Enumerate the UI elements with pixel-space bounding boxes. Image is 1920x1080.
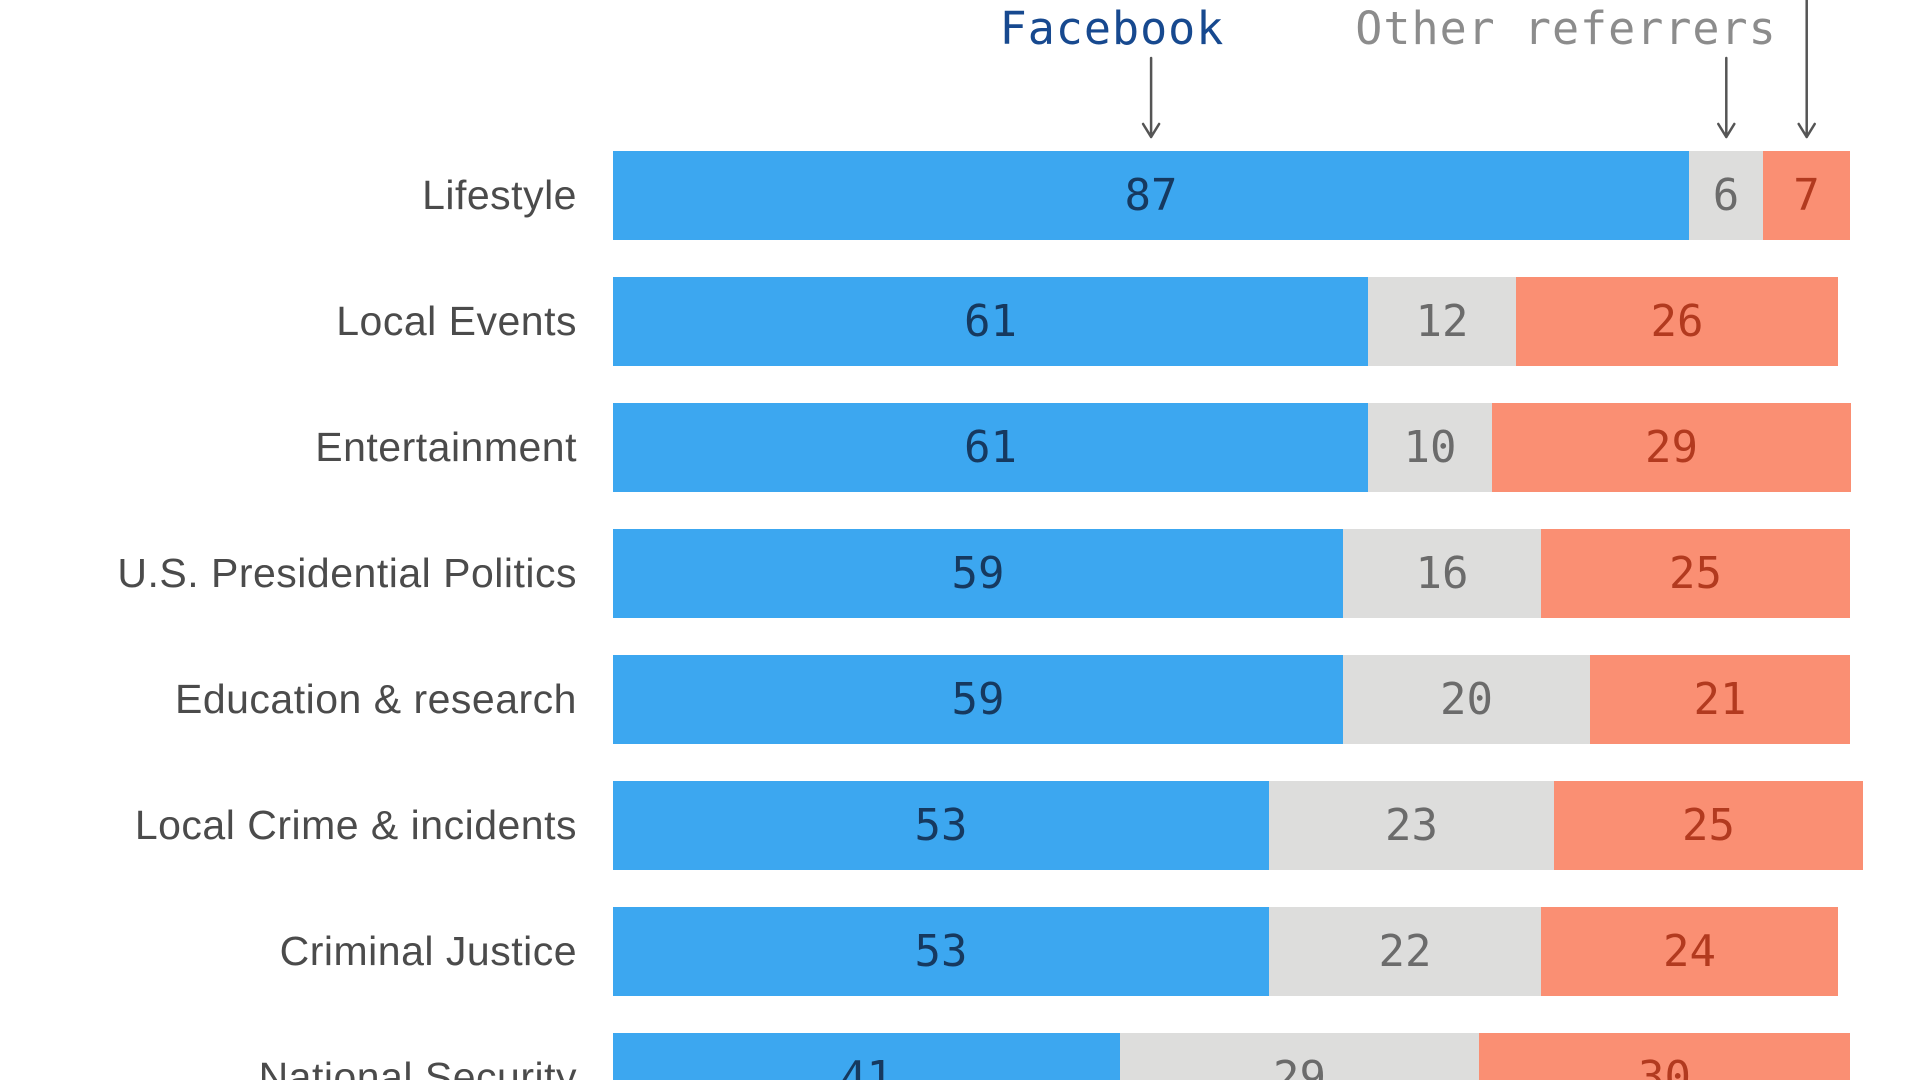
salmon-value: 24 (1663, 926, 1716, 977)
facebook-segment: 61 (613, 277, 1368, 366)
facebook-value: 87 (1124, 170, 1178, 221)
bar-row: National Security 41 29 30 (0, 1033, 1920, 1080)
facebook-segment: 53 (613, 907, 1269, 996)
bar-track: 61 10 29 (613, 403, 1851, 492)
gray-segment: 6 (1689, 151, 1763, 240)
bar-row: Local Crime & incidents 53 23 25 (0, 781, 1920, 870)
gray-segment: 12 (1368, 277, 1516, 366)
category-label: U.S. Presidential Politics (117, 550, 577, 596)
salmon-segment-arrow (1797, 0, 1816, 139)
bar-track: 59 16 25 (613, 529, 1850, 618)
facebook-arrow (1141, 56, 1161, 139)
gray-segment: 10 (1368, 403, 1492, 492)
gray-value: 22 (1378, 926, 1432, 977)
salmon-value: 26 (1650, 296, 1704, 347)
category-label: Education & research (174, 676, 577, 722)
salmon-segment: 21 (1590, 655, 1850, 744)
category-label: Lifestyle (422, 172, 577, 218)
salmon-value: 29 (1645, 422, 1698, 473)
gray-segment: 16 (1343, 529, 1541, 618)
bar-row: U.S. Presidential Politics 59 16 25 (0, 529, 1920, 618)
salmon-value: 25 (1669, 548, 1722, 599)
gray-segment: 20 (1343, 655, 1590, 744)
facebook-value: 53 (914, 800, 968, 851)
bar-row: Criminal Justice 53 22 24 (0, 907, 1920, 996)
facebook-segment: 61 (613, 403, 1368, 492)
gray-segment: 23 (1269, 781, 1554, 870)
bar-track: 41 29 30 (613, 1033, 1850, 1080)
facebook-segment: 41 (613, 1033, 1120, 1080)
gray-segment-arrow (1717, 56, 1736, 139)
bar-row: Local Events 61 12 26 (0, 277, 1920, 366)
category-label: National Security (258, 1054, 577, 1080)
facebook-segment: 53 (613, 781, 1269, 870)
category-label: Criminal Justice (279, 928, 577, 974)
gray-value: 12 (1415, 296, 1469, 347)
facebook-value: 59 (951, 548, 1005, 599)
salmon-value: 25 (1682, 800, 1735, 851)
facebook-segment: 87 (613, 151, 1689, 240)
bar-track: 61 12 26 (613, 277, 1838, 366)
salmon-segment: 24 (1541, 907, 1838, 996)
gray-segment: 22 (1269, 907, 1541, 996)
salmon-segment: 25 (1541, 529, 1850, 618)
facebook-segment: 59 (613, 529, 1343, 618)
salmon-segment: 7 (1763, 151, 1850, 240)
facebook-segment: 59 (613, 655, 1343, 744)
bar-row: Lifestyle 87 6 7 (0, 151, 1920, 240)
salmon-value: 30 (1638, 1052, 1691, 1080)
bar-track: 59 20 21 (613, 655, 1850, 744)
salmon-segment: 30 (1479, 1033, 1850, 1080)
legend-label-facebook: Facebook (999, 2, 1225, 55)
facebook-value: 53 (914, 926, 968, 977)
salmon-segment: 29 (1492, 403, 1851, 492)
facebook-value: 61 (964, 296, 1017, 347)
category-label: Entertainment (315, 424, 577, 470)
category-label: Local Events (336, 298, 577, 344)
bar-row: Education & research 59 20 21 (0, 655, 1920, 744)
gray-segment: 29 (1120, 1033, 1479, 1080)
bar-track: 53 22 24 (613, 907, 1838, 996)
bar-track: 53 23 25 (613, 781, 1863, 870)
gray-value: 20 (1440, 674, 1493, 725)
facebook-value: 41 (840, 1052, 893, 1080)
salmon-segment: 25 (1554, 781, 1863, 870)
facebook-value: 59 (951, 674, 1005, 725)
salmon-segment: 26 (1516, 277, 1838, 366)
facebook-value: 61 (964, 422, 1017, 473)
category-label: Local Crime & incidents (134, 802, 577, 848)
gray-value: 6 (1712, 170, 1740, 221)
bar-row: Entertainment 61 10 29 (0, 403, 1920, 492)
bar-track: 87 6 7 (613, 151, 1850, 240)
salmon-value: 7 (1793, 170, 1820, 221)
gray-value: 29 (1273, 1052, 1326, 1080)
legend-label-other-referrers: Other referrers (1355, 2, 1777, 55)
gray-value: 23 (1385, 800, 1438, 851)
gray-value: 10 (1403, 422, 1457, 473)
gray-value: 16 (1415, 548, 1469, 599)
salmon-value: 21 (1693, 674, 1747, 725)
